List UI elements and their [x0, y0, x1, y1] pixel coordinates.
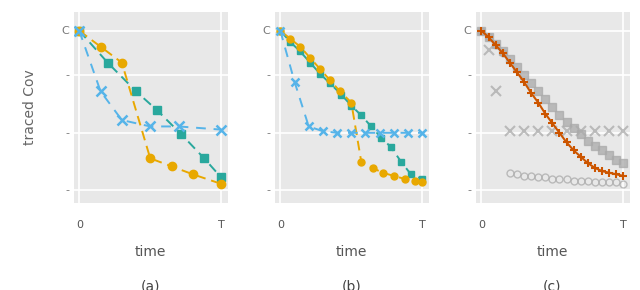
Text: -: -	[65, 128, 69, 138]
Text: -: -	[467, 185, 471, 195]
Text: -: -	[266, 185, 270, 195]
Text: (a): (a)	[140, 280, 160, 290]
Text: (c): (c)	[543, 280, 562, 290]
Text: -: -	[266, 128, 270, 138]
Text: C: C	[61, 26, 69, 36]
Text: T: T	[218, 220, 225, 230]
Text: time: time	[335, 245, 367, 259]
Text: -: -	[65, 70, 69, 80]
Text: time: time	[537, 245, 568, 259]
Text: T: T	[419, 220, 426, 230]
Text: T: T	[620, 220, 627, 230]
Text: 0: 0	[76, 220, 83, 230]
Text: 0: 0	[478, 220, 485, 230]
Text: -: -	[266, 70, 270, 80]
Text: (b): (b)	[341, 280, 361, 290]
Text: -: -	[467, 70, 471, 80]
Text: -: -	[65, 185, 69, 195]
Text: time: time	[134, 245, 166, 259]
Text: C: C	[463, 26, 471, 36]
Text: -: -	[467, 128, 471, 138]
Text: traced Cov: traced Cov	[23, 69, 37, 145]
Text: 0: 0	[277, 220, 284, 230]
Text: C: C	[262, 26, 270, 36]
